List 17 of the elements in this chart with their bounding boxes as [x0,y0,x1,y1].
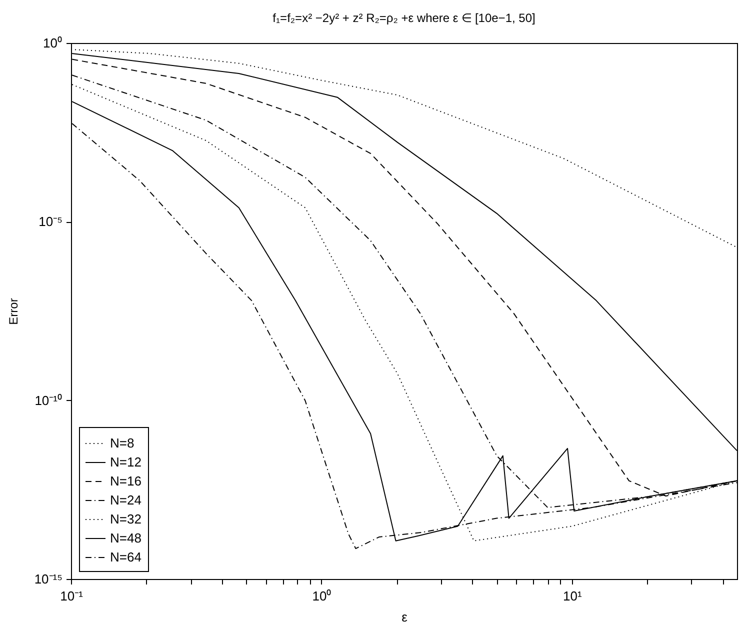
x-tick-label: 10⁰ [312,588,332,604]
legend-label: N=32 [110,512,142,526]
y-tick-label: 10⁻¹⁵ [34,572,62,586]
legend-label: N=8 [110,436,134,450]
legend-label: N=48 [110,530,142,546]
legend-label: N=64 [110,550,142,564]
chart-title: f₁=f₂=x² −2y² + z² R₂=ρ₂ +ε where ε ∈ [10e−1, 50] [272,11,536,25]
legend-label: N=12 [110,454,142,470]
legend-label: N=16 [110,474,142,488]
y-axis-title: Error [6,298,20,325]
x-tick-label: 10¹ [563,588,583,604]
x-axis-title: ε [402,610,408,624]
y-tick-label: 10⁰ [43,36,62,50]
y-tick-label: 10⁻⁵ [38,214,62,230]
y-tick-label: 10⁻¹⁰ [34,392,62,408]
x-tick-label: 10⁻¹ [60,588,84,604]
legend-label: N=24 [110,492,142,508]
